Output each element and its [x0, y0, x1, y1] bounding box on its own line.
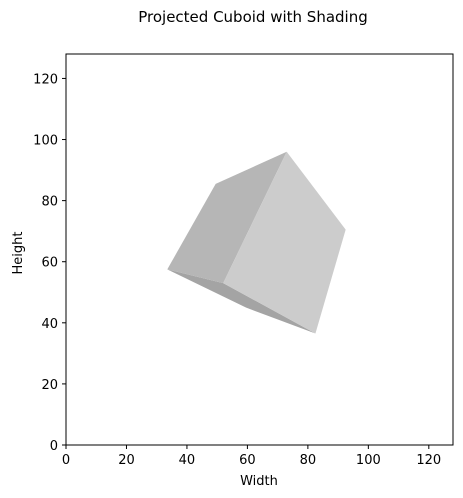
cuboid-face-front [223, 151, 346, 334]
y-tick-label: 20 [41, 378, 58, 393]
y-tick-label: 60 [41, 256, 58, 271]
x-tick-label: 120 [416, 453, 441, 468]
y-tick-label: 40 [41, 317, 58, 332]
y-axis-label: Height [11, 232, 26, 275]
y-tick-label: 100 [33, 134, 58, 149]
x-tick-label: 60 [239, 453, 256, 468]
x-tick-label: 40 [179, 453, 196, 468]
chart-title: Projected Cuboid with Shading [138, 8, 368, 26]
y-tick-label: 80 [41, 195, 58, 210]
plot-area-frame [65, 53, 454, 446]
cuboid-faces [167, 151, 346, 334]
y-tick-label: 0 [50, 439, 58, 454]
x-tick-label: 20 [118, 453, 135, 468]
cuboid-face-bottom [167, 269, 316, 334]
x-axis: 0 20 40 60 80 100 120 [62, 445, 441, 468]
y-tick-label: 120 [33, 72, 58, 87]
x-axis-label: Width [240, 474, 278, 489]
cuboid-face-left [167, 151, 287, 284]
x-tick-label: 100 [356, 453, 381, 468]
x-tick-label: 80 [300, 453, 317, 468]
y-axis: 0 20 40 60 80 100 120 [33, 72, 66, 454]
x-tick-label: 0 [62, 453, 70, 468]
